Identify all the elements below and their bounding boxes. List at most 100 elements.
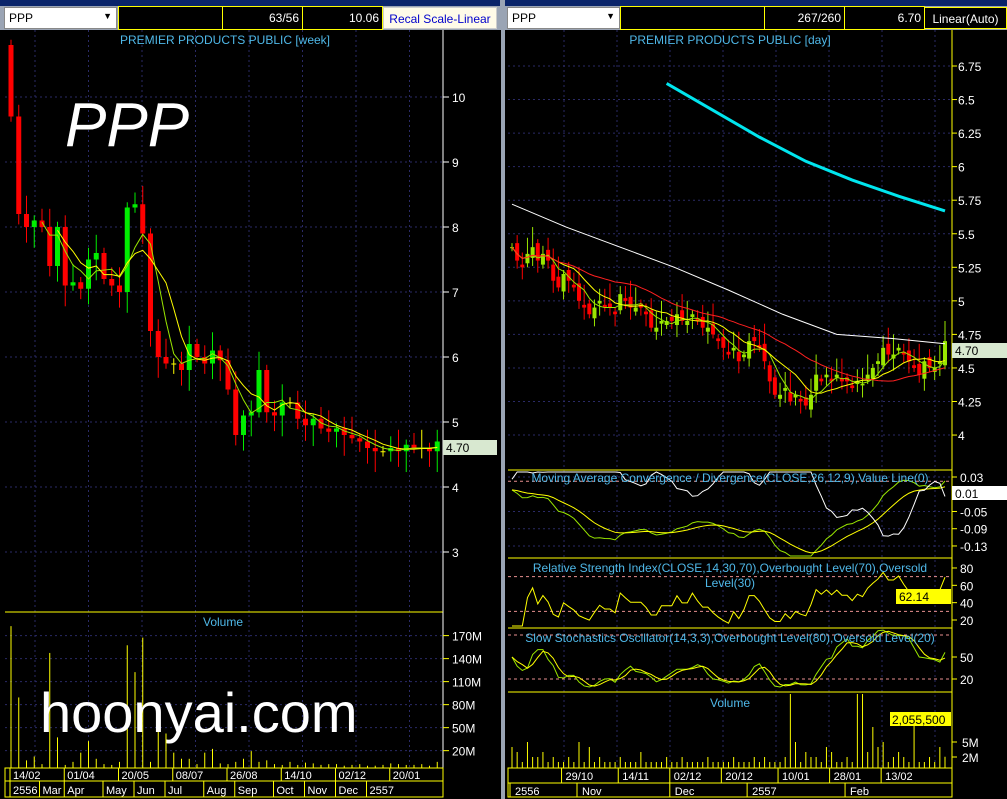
y-tick-label: 4.75: [958, 328, 982, 342]
month-label: Aug: [207, 785, 227, 797]
candle-body: [886, 343, 891, 355]
ma-line-short: [41, 221, 438, 451]
recal-scale-button[interactable]: Recal Scale-Linear: [383, 7, 497, 29]
month-label: 2557: [752, 786, 776, 798]
candle-body: [912, 365, 917, 368]
y-tick-label: 7: [452, 286, 459, 300]
candle-body: [124, 207, 130, 292]
chevron-down-icon: ▼: [606, 11, 615, 21]
candle-body: [613, 311, 618, 315]
macd-tick-label: -0.05: [960, 505, 988, 519]
candle-body: [217, 350, 223, 361]
candle-body: [303, 418, 308, 426]
candle-body: [803, 397, 808, 406]
candle-body: [434, 441, 440, 452]
candle-body: [808, 394, 813, 410]
left-window-titlebar: [0, 0, 500, 6]
candle-body: [310, 418, 316, 426]
candle-body: [264, 370, 270, 413]
y-tick-label: 3: [452, 546, 459, 560]
macd-value: 0.01: [955, 487, 979, 501]
candle-body: [633, 307, 638, 312]
rsi-title: Level(30): [705, 576, 755, 590]
candle-body: [700, 316, 705, 328]
candle-body: [814, 374, 819, 391]
macd-title: Moving Average Convergence / Divergence(…: [531, 471, 928, 485]
month-label: 2556: [515, 786, 539, 798]
y-tick-label: 5.5: [958, 228, 975, 242]
candle-body: [86, 259, 91, 289]
volume-tick-label: 2M: [962, 751, 979, 765]
month-label: Sep: [238, 785, 258, 797]
volume-value: 2,055,500: [892, 713, 946, 727]
candle-body: [778, 394, 783, 399]
candle-body: [62, 227, 68, 286]
left-price-readout: 10.06: [302, 6, 383, 30]
right-symbol-select[interactable]: PPP ▼: [507, 7, 620, 29]
candle-body: [798, 398, 803, 402]
candle-body: [155, 331, 161, 357]
candle-body: [117, 285, 122, 292]
last-price-label: 4.70: [955, 344, 979, 358]
y-tick-label: 6.5: [958, 94, 975, 108]
candle-body: [372, 448, 378, 452]
volume-tick-label: 50M: [452, 722, 475, 736]
candle-body: [248, 412, 254, 416]
month-row: [4, 780, 444, 798]
last-price-box: [443, 440, 497, 455]
candle-body: [896, 347, 901, 351]
candle-body: [571, 284, 576, 288]
candle-body: [551, 264, 556, 281]
rsi-tick-label: 80: [960, 562, 974, 576]
candle-body: [210, 350, 215, 364]
candle-body: [649, 310, 654, 328]
y-tick-label: 8: [452, 221, 459, 235]
candle-body: [644, 311, 649, 315]
date-label: 02/12: [674, 771, 702, 783]
candle-body: [845, 377, 850, 382]
y-tick-label: 9: [452, 156, 459, 170]
last-price-label: 4.70: [446, 441, 470, 455]
rsi-tick-label: 60: [960, 579, 974, 593]
candle-body: [669, 316, 674, 321]
rsi-line: [512, 571, 946, 627]
candle-body: [163, 357, 169, 364]
y-tick-label: 6: [958, 161, 965, 175]
candle-body: [225, 360, 231, 390]
volume-tick-label: 80M: [452, 699, 475, 713]
candle-body: [757, 345, 762, 348]
candle-body: [380, 451, 386, 453]
candle-body: [690, 314, 695, 317]
candle-body: [396, 448, 401, 452]
date-label: 20/12: [725, 771, 753, 783]
y-tick-label: 5.25: [958, 261, 982, 275]
chevron-down-icon: ▼: [103, 11, 112, 21]
candle-body: [365, 441, 370, 448]
candle-body: [39, 220, 45, 227]
left-symbol-select[interactable]: PPP ▼: [4, 7, 117, 29]
candle-body: [850, 385, 855, 389]
month-label: 2557: [370, 785, 394, 797]
candle-body: [767, 365, 772, 382]
rsi-value-box: [896, 589, 951, 604]
right-price-readout: 6.70: [844, 6, 925, 30]
date-label: 26/08: [230, 770, 258, 782]
candle-body: [47, 227, 53, 266]
left-bars-count: 63/56: [222, 6, 303, 30]
scale-mode-button[interactable]: Linear(Auto): [924, 7, 1007, 29]
candle-body: [891, 354, 896, 359]
candle-body: [140, 204, 146, 234]
candle-body: [132, 204, 138, 208]
candle-body: [602, 304, 607, 308]
y-tick-label: 5.75: [958, 194, 982, 208]
candle-body: [70, 282, 76, 286]
date-label: 01/04: [67, 770, 95, 782]
rsi-tick-label: 40: [960, 597, 974, 611]
candle-body: [875, 361, 880, 364]
macd-signal-line: [511, 486, 946, 554]
candle-body: [520, 264, 525, 268]
month-label: Jun: [137, 785, 155, 797]
candle-body: [721, 337, 726, 348]
right-chart-background: [505, 30, 1007, 799]
stoch-title: Slow Stochastics Oscillator(14,3,3),Over…: [525, 631, 935, 645]
